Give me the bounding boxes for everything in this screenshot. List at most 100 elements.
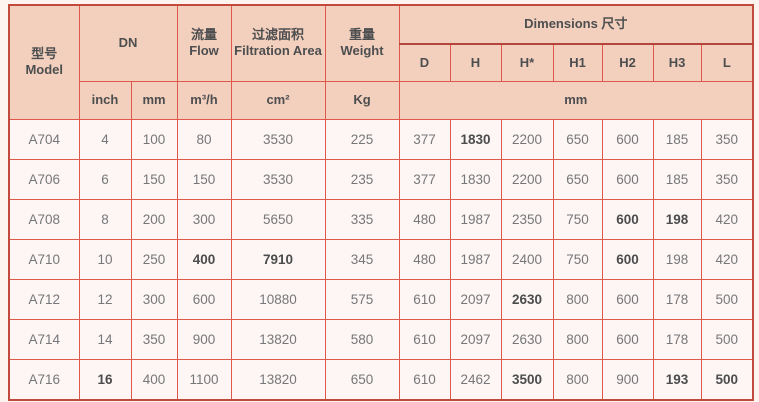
cell-l: 350	[700, 158, 754, 200]
unit-inch: inch	[78, 80, 132, 120]
header-filtration-area: 过滤面积 Filtration Area	[230, 4, 326, 82]
cell-model: A706	[8, 158, 80, 200]
cell-flow: 400	[176, 238, 232, 280]
header-flow-en: Flow	[189, 43, 219, 59]
cell-h1: 800	[552, 278, 603, 320]
cell-h: 2097	[449, 278, 502, 320]
cell-dn-inch: 8	[78, 198, 132, 240]
table-row: A714 14 350 900 13820 580 610 2097 2630 …	[8, 318, 754, 360]
header-model: 型号 Model	[8, 4, 80, 120]
cell-hstar: 2630	[500, 318, 554, 360]
header-col-h2: H2	[601, 43, 654, 82]
cell-weight: 225	[324, 118, 400, 160]
cell-d: 610	[398, 358, 451, 400]
cell-area: 13820	[230, 318, 326, 360]
cell-h2: 600	[601, 278, 654, 320]
cell-weight: 335	[324, 198, 400, 240]
cell-hstar: 2200	[500, 158, 554, 200]
cell-hstar: 2400	[500, 238, 554, 280]
cell-h: 1987	[449, 198, 502, 240]
cell-hstar: 2200	[500, 118, 554, 160]
cell-h3: 178	[652, 278, 702, 320]
cell-dn-inch: 4	[78, 118, 132, 160]
unit-flow: m³/h	[176, 80, 232, 120]
cell-area: 5650	[230, 198, 326, 240]
cell-model: A708	[8, 198, 80, 240]
cell-model: A704	[8, 118, 80, 160]
header-model-en: Model	[25, 62, 64, 78]
cell-flow: 300	[176, 198, 232, 240]
cell-l: 500	[700, 318, 754, 360]
cell-hstar: 2630	[500, 278, 554, 320]
header-weight-en: Weight	[340, 43, 384, 59]
cell-area: 3530	[230, 158, 326, 200]
cell-d: 480	[398, 238, 451, 280]
cell-weight: 575	[324, 278, 400, 320]
cell-d: 480	[398, 198, 451, 240]
table-body: A704 4 100 80 3530 225 377 1830 2200 650…	[8, 118, 754, 400]
cell-h2: 600	[601, 238, 654, 280]
cell-dn-inch: 14	[78, 318, 132, 360]
table-header: 型号 Model DN 流量 Flow 过滤面积 Filtration Area…	[8, 4, 754, 120]
cell-d: 610	[398, 318, 451, 360]
header-area-zh: 过滤面积	[251, 27, 304, 42]
cell-model: A716	[8, 358, 80, 400]
cell-d: 377	[398, 158, 451, 200]
cell-dn-mm: 300	[130, 278, 178, 320]
header-model-zh: 型号	[31, 46, 58, 61]
table-row: A704 4 100 80 3530 225 377 1830 2200 650…	[8, 118, 754, 160]
header-flow-zh: 流量	[190, 27, 217, 42]
header-row-2: D H H* H1 H2 H3 L	[9, 43, 754, 82]
cell-h: 1987	[449, 238, 502, 280]
header-col-l: L	[700, 43, 754, 82]
header-col-hstar: H*	[500, 43, 554, 82]
header-flow: 流量 Flow	[176, 4, 232, 82]
cell-dn-mm: 350	[130, 318, 178, 360]
cell-model: A712	[8, 278, 80, 320]
cell-h2: 600	[601, 158, 654, 200]
cell-h2: 600	[601, 318, 654, 360]
header-col-h: H	[449, 43, 502, 82]
cell-h3: 185	[652, 118, 702, 160]
table-row: A708 8 200 300 5650 335 480 1987 2350 75…	[8, 198, 754, 240]
cell-h: 1830	[449, 158, 502, 200]
header-dimensions: Dimensions 尺寸	[398, 4, 754, 45]
cell-flow: 80	[176, 118, 232, 160]
cell-weight: 345	[324, 238, 400, 280]
cell-h: 1830	[449, 118, 502, 160]
cell-h1: 750	[552, 238, 603, 280]
cell-weight: 235	[324, 158, 400, 200]
cell-d: 377	[398, 118, 451, 160]
cell-h1: 750	[552, 198, 603, 240]
cell-l: 420	[700, 198, 754, 240]
header-col-h3: H3	[652, 43, 702, 82]
cell-h: 2097	[449, 318, 502, 360]
cell-h1: 800	[552, 358, 603, 400]
cell-dn-mm: 100	[130, 118, 178, 160]
cell-h1: 650	[552, 118, 603, 160]
unit-mm: mm	[130, 80, 178, 120]
cell-dn-mm: 200	[130, 198, 178, 240]
cell-model: A714	[8, 318, 80, 360]
cell-l: 420	[700, 238, 754, 280]
cell-flow: 900	[176, 318, 232, 360]
cell-area: 10880	[230, 278, 326, 320]
cell-flow: 600	[176, 278, 232, 320]
table-row: A706 6 150 150 3530 235 377 1830 2200 65…	[8, 158, 754, 200]
header-row-1: 型号 Model DN 流量 Flow 过滤面积 Filtration Area…	[8, 4, 754, 120]
cell-h2: 600	[601, 118, 654, 160]
cell-area: 13820	[230, 358, 326, 400]
cell-h: 2462	[449, 358, 502, 400]
cell-flow: 1100	[176, 358, 232, 400]
cell-weight: 650	[324, 358, 400, 400]
cell-h1: 650	[552, 158, 603, 200]
table-row: A712 12 300 600 10880 575 610 2097 2630 …	[8, 278, 754, 320]
cell-flow: 150	[176, 158, 232, 200]
cell-h3: 185	[652, 158, 702, 200]
header-weight-zh: 重量	[348, 27, 375, 42]
cell-area: 3530	[230, 118, 326, 160]
unit-area: cm²	[230, 80, 326, 120]
cell-dn-mm: 250	[130, 238, 178, 280]
unit-weight: Kg	[324, 80, 400, 120]
